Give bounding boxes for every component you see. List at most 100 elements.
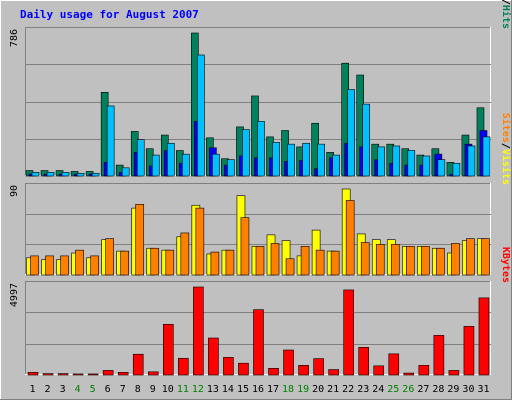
- pages-bar: [407, 150, 416, 177]
- pages-bar: [136, 139, 145, 177]
- kbytes-bar: [283, 349, 294, 376]
- sites-bar: [240, 217, 250, 276]
- kbytes-bar: [87, 373, 99, 376]
- kbytes-bar: [328, 369, 339, 376]
- kbytes-bar: [403, 372, 415, 376]
- sites-bar: [451, 243, 460, 276]
- sites-bar: [120, 250, 129, 276]
- kbytes-bar: [448, 370, 460, 376]
- pages-bar: [287, 143, 295, 177]
- sites-bar: [375, 244, 385, 276]
- x-tick-label: 21: [327, 384, 339, 395]
- x-tick-label: 23: [357, 384, 369, 395]
- hits-legend: Pages/Files/Hits: [500, 0, 512, 29]
- sites-bar: [406, 246, 415, 276]
- sites-bar: [360, 242, 370, 276]
- kbytes-bar: [132, 353, 144, 376]
- x-tick-label: 28: [432, 384, 444, 395]
- pages-bar: [61, 172, 70, 177]
- pages-bar: [121, 167, 130, 177]
- sites-bar: [30, 255, 39, 276]
- visits-legend: Sites/Visits: [500, 113, 512, 185]
- visits-legend-item: Visits: [500, 149, 512, 185]
- sites-bar: [225, 249, 235, 276]
- pages-bar: [422, 155, 431, 177]
- visits-legend-item: /: [500, 143, 511, 149]
- sites-bar: [345, 200, 355, 276]
- pages-bar: [91, 172, 100, 177]
- x-tick-label: 10: [162, 384, 174, 395]
- kbytes-bar: [433, 335, 445, 376]
- kbytes-bar: [102, 370, 114, 376]
- pages-bar: [377, 146, 386, 177]
- pages-bar: [212, 153, 220, 177]
- sites-bar: [105, 238, 114, 276]
- pages-bar: [347, 89, 355, 177]
- x-tick-label: 1: [30, 384, 36, 395]
- x-tick-label: 13: [207, 384, 219, 395]
- sites-bar: [390, 244, 400, 276]
- pages-bar: [31, 172, 40, 177]
- x-tick-label: 18: [282, 384, 294, 395]
- kbytes-bar: [343, 289, 354, 376]
- hits-legend-item: Hits: [500, 5, 512, 29]
- kbytes-bar: [42, 373, 54, 376]
- kbytes-bar: [313, 358, 324, 376]
- kbytes-bar: [117, 372, 129, 376]
- sites-bar: [135, 203, 145, 276]
- sites-bar: [270, 243, 280, 276]
- chart-panels: 786Pages/Files/Hits90Sites/Visits4997KBy…: [9, 0, 512, 376]
- kbytes-bar: [72, 373, 84, 376]
- kbytes-legend: KBytes: [500, 247, 511, 283]
- kbytes-bar: [388, 353, 400, 376]
- kbytes-bar: [223, 357, 234, 376]
- hits-max-label: 786: [9, 29, 20, 47]
- x-tick-label: 19: [297, 384, 309, 395]
- sites-bar: [60, 255, 69, 276]
- x-tick-label: 24: [372, 384, 384, 395]
- visits-max-label: 90: [9, 185, 20, 197]
- chart-title: Daily usage for August 2007: [20, 8, 199, 21]
- kbytes-bar: [268, 368, 279, 376]
- x-tick-label: 26: [402, 384, 414, 395]
- pages-bar: [467, 145, 476, 177]
- x-tick-label: 11: [177, 384, 189, 395]
- sites-bar: [285, 258, 295, 276]
- kbytes-bar: [373, 365, 385, 376]
- pages-bar: [151, 154, 160, 177]
- x-tick-label: 22: [342, 384, 354, 395]
- x-tick-label: 6: [105, 384, 111, 395]
- x-tick-label: 12: [192, 384, 204, 395]
- pages-bar: [302, 142, 310, 177]
- sites-bar: [421, 246, 430, 276]
- pages-bar: [227, 159, 235, 177]
- x-tick-label: 20: [312, 384, 324, 395]
- pages-bar: [452, 162, 461, 177]
- x-tick-label: 29: [447, 384, 459, 395]
- pages-bar: [166, 142, 175, 177]
- kbytes-bar: [358, 347, 370, 376]
- pages-bar: [332, 154, 340, 177]
- sites-bar: [466, 238, 475, 276]
- x-tick-label: 27: [417, 384, 429, 395]
- kbytes-bar: [253, 309, 264, 376]
- pages-bar: [46, 172, 55, 177]
- kbytes-bar: [418, 365, 430, 376]
- x-tick-label: 9: [150, 384, 156, 395]
- x-tick-label: 15: [237, 384, 249, 395]
- x-tick-label: 16: [252, 384, 264, 395]
- pages-bar: [482, 136, 491, 177]
- sites-bar: [315, 249, 325, 276]
- kbytes-bar: [162, 323, 174, 376]
- pages-bar: [197, 54, 205, 177]
- kbytes-bar: [193, 286, 204, 376]
- sites-bar: [210, 251, 220, 276]
- x-tick-label: 30: [462, 384, 474, 395]
- sites-bar: [436, 247, 445, 276]
- sites-bar: [195, 207, 205, 276]
- sites-bar: [330, 250, 340, 276]
- hits-legend-item: /: [500, 0, 511, 5]
- pages-bar: [437, 159, 446, 177]
- pages-bar: [106, 105, 115, 177]
